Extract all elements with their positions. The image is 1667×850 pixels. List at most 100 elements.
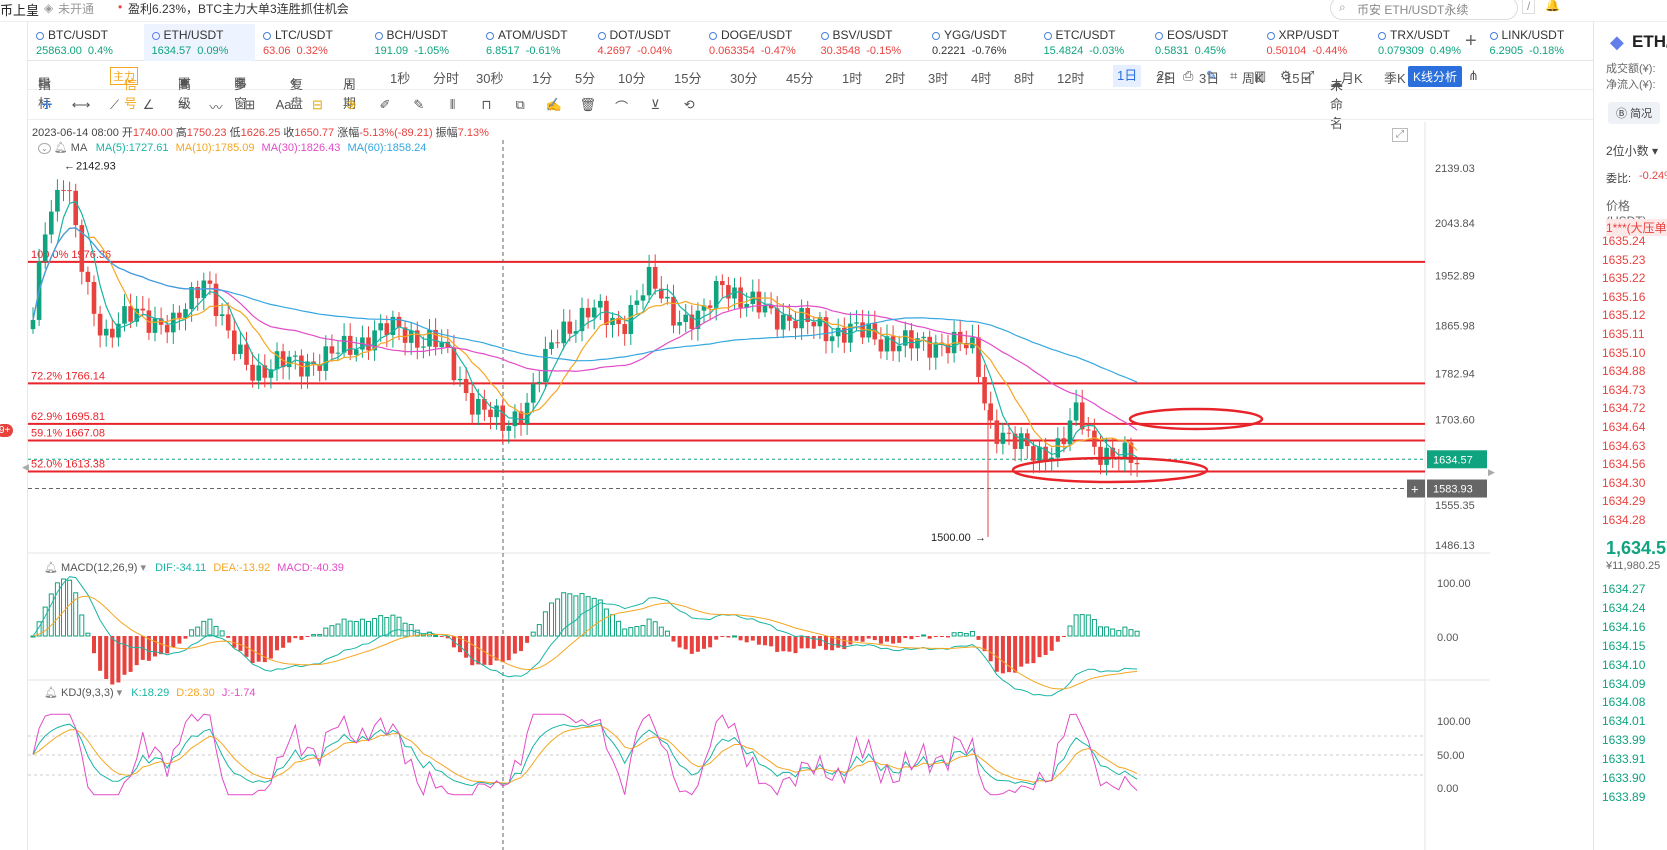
symbol-tab-ygg[interactable]: YGG/USDT 0.2221 -0.76% xyxy=(924,24,1036,61)
period-13[interactable]: 8时 xyxy=(1014,71,1035,86)
candle[interactable] xyxy=(524,402,530,425)
candle[interactable] xyxy=(494,405,499,418)
period-4[interactable]: 5分 xyxy=(575,71,596,86)
candle[interactable] xyxy=(79,225,85,272)
candle[interactable] xyxy=(195,287,200,299)
period-12[interactable]: 4时 xyxy=(971,71,992,86)
candle[interactable] xyxy=(372,330,377,351)
candle[interactable] xyxy=(408,330,414,343)
ask-price[interactable]: 1634.63 xyxy=(1602,438,1646,453)
bell-icon[interactable]: 🔔︎ xyxy=(44,687,58,699)
period-19[interactable]: 15日 xyxy=(1285,71,1313,86)
bell-icon[interactable]: 🔔︎ xyxy=(53,142,68,154)
candle[interactable] xyxy=(378,323,383,331)
candle[interactable] xyxy=(1037,446,1042,461)
kline-analysis-button[interactable]: K线分析 xyxy=(1408,66,1463,87)
ask-price[interactable]: 1634.64 xyxy=(1602,420,1646,434)
candle[interactable] xyxy=(945,344,951,354)
ask-price[interactable]: 1634.29 xyxy=(1602,494,1646,509)
candle[interactable] xyxy=(244,344,249,365)
pencil-icon[interactable]: ✎ xyxy=(1206,68,1217,83)
candle[interactable] xyxy=(890,336,896,352)
add-tab-icon[interactable]: + xyxy=(1465,30,1477,52)
fib-icon[interactable]: ⊟ xyxy=(311,97,323,112)
candle[interactable] xyxy=(1061,438,1067,445)
candle[interactable] xyxy=(55,189,60,212)
symbol-tab-ltc[interactable]: LTC/USDT 63.06 0.32% xyxy=(255,24,367,61)
candle[interactable] xyxy=(110,328,115,338)
candle[interactable] xyxy=(604,300,609,325)
measure-icon[interactable]: ⊞ xyxy=(244,97,256,112)
crosshair-icon[interactable]: ✛ xyxy=(41,97,53,112)
symbol-tab-xrp[interactable]: XRP/USDT 0.50104 -0.44% xyxy=(1259,24,1371,61)
candle[interactable] xyxy=(67,190,72,192)
chevron-down-icon[interactable]: ▾ xyxy=(140,562,147,574)
candle[interactable] xyxy=(713,281,719,308)
candle[interactable] xyxy=(579,307,585,332)
candle[interactable] xyxy=(591,307,597,318)
candle[interactable] xyxy=(744,303,749,308)
candle[interactable] xyxy=(683,314,688,323)
candle[interactable] xyxy=(238,344,243,355)
brush-icon[interactable]: ✐ xyxy=(379,97,391,112)
candle[interactable] xyxy=(762,304,768,313)
bid-price[interactable]: 1634.24 xyxy=(1602,600,1646,615)
candle[interactable] xyxy=(213,283,219,317)
symbol-tab-doge[interactable]: DOGE/USDT 0.063354 -0.47% xyxy=(701,24,813,61)
bid-price[interactable]: 1634.09 xyxy=(1602,676,1646,691)
symbol-tab-btc[interactable]: BTC/USDT 25863.00 0.4% xyxy=(28,24,140,61)
candle[interactable] xyxy=(103,328,109,336)
bid-price[interactable]: 1633.99 xyxy=(1602,733,1646,748)
candle[interactable] xyxy=(585,307,591,318)
bid-price[interactable]: 1634.01 xyxy=(1602,714,1646,729)
wave-icon[interactable]: 〰 xyxy=(209,100,223,115)
collapse-icon[interactable]: ⌄ xyxy=(38,143,51,154)
candle[interactable] xyxy=(628,304,634,334)
candle[interactable] xyxy=(439,341,444,348)
candle[interactable] xyxy=(829,336,835,342)
ask-price[interactable]: 1634.30 xyxy=(1602,475,1646,490)
period-1[interactable]: 分时 xyxy=(433,71,460,86)
candle[interactable] xyxy=(616,317,621,325)
candle[interactable] xyxy=(140,308,146,311)
candle[interactable] xyxy=(1122,442,1128,460)
candle[interactable] xyxy=(421,346,426,348)
candle[interactable] xyxy=(671,296,676,326)
expand-panel-icon[interactable]: ▶ xyxy=(1488,467,1495,477)
candle[interactable] xyxy=(701,305,707,311)
candle[interactable] xyxy=(451,347,457,381)
candle[interactable] xyxy=(817,317,823,327)
pen-icon[interactable]: ✎ xyxy=(413,97,425,112)
candle[interactable] xyxy=(726,285,731,299)
candle[interactable] xyxy=(189,287,194,310)
candle[interactable] xyxy=(1006,432,1012,434)
candle[interactable] xyxy=(573,331,579,334)
candle[interactable] xyxy=(634,300,640,305)
candle[interactable] xyxy=(530,383,536,403)
candle[interactable] xyxy=(225,314,231,331)
candle[interactable] xyxy=(354,349,359,355)
candle[interactable] xyxy=(1110,447,1115,457)
sync-icon[interactable]: ⟲ xyxy=(683,97,695,112)
candle[interactable] xyxy=(1067,420,1073,445)
candle[interactable] xyxy=(768,304,774,309)
ask-price[interactable]: 1635.23 xyxy=(1602,252,1646,267)
period-18[interactable]: 周K xyxy=(1242,71,1264,86)
period-8[interactable]: 45分 xyxy=(786,71,814,86)
candle[interactable] xyxy=(207,280,213,284)
candle[interactable] xyxy=(738,287,743,308)
candle[interactable] xyxy=(652,266,658,289)
bid-price[interactable]: 1634.10 xyxy=(1602,657,1646,672)
candle[interactable] xyxy=(61,189,66,191)
period-5[interactable]: 10分 xyxy=(618,71,646,86)
chevron-down-icon[interactable]: ▾ xyxy=(116,687,123,699)
gear-icon[interactable]: ⚙ xyxy=(1280,68,1292,83)
candle[interactable] xyxy=(390,316,396,336)
candle-icon[interactable]: ⫴ xyxy=(449,97,456,112)
candle[interactable] xyxy=(988,403,993,421)
ask-price[interactable]: 1635.12 xyxy=(1602,308,1646,323)
not-open-label[interactable]: 未开通 xyxy=(58,2,95,16)
candle[interactable] xyxy=(567,321,573,334)
candle[interactable] xyxy=(366,337,371,351)
candle[interactable] xyxy=(1031,446,1036,461)
